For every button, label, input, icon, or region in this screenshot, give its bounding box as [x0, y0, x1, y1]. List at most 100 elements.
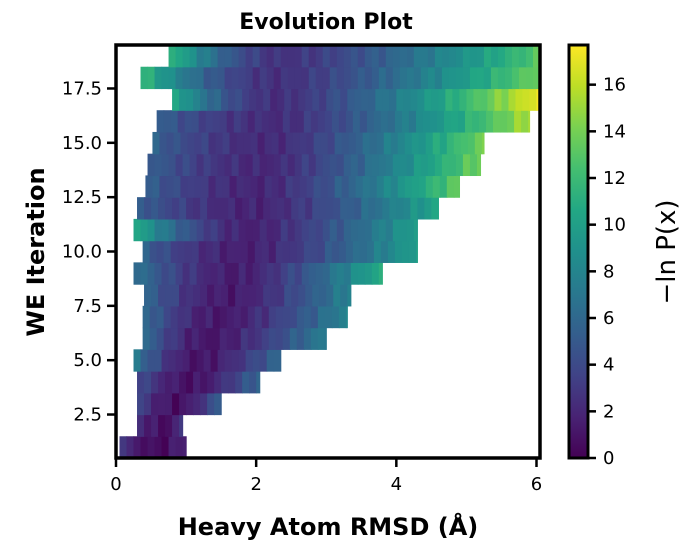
heatmap-cell [182, 45, 191, 68]
heatmap-cell [511, 45, 520, 68]
x-tick-label: 6 [531, 474, 542, 495]
heatmap-cell [301, 218, 310, 242]
heatmap-cell [200, 284, 208, 307]
heatmap-cell [397, 131, 406, 155]
heatmap-cell [415, 240, 418, 263]
heatmap-cell [390, 131, 399, 155]
heatmap-cell [196, 218, 205, 242]
heatmap-cell [231, 218, 240, 242]
heatmap-cell [511, 66, 520, 90]
heatmap-cell [385, 218, 394, 242]
heatmap-cell [266, 349, 275, 372]
heatmap-cell [198, 110, 207, 133]
heatmap-cell [208, 131, 217, 155]
heatmap-cell [163, 327, 172, 350]
heatmap-cell [182, 153, 191, 177]
heatmap-cell [140, 262, 149, 285]
heatmap-cell [532, 66, 541, 90]
heatmap-cell [378, 45, 387, 68]
heatmap-cell [261, 327, 270, 350]
heatmap-cell [380, 110, 389, 133]
heatmap-cell [186, 392, 194, 416]
heatmap-cell [226, 327, 235, 350]
heatmap-cell [207, 392, 215, 416]
heatmap-cell [172, 88, 180, 111]
heatmap-cell [277, 284, 285, 307]
heatmap-cell [266, 262, 275, 285]
y-axis-label: WE Iteration [22, 167, 50, 336]
heatmap-cell [191, 240, 200, 263]
heatmap-cell [364, 45, 373, 68]
heatmap-cell [252, 66, 261, 90]
heatmap-cell [361, 88, 369, 111]
heatmap-cell [158, 284, 166, 307]
heatmap-cell [187, 175, 196, 198]
heatmap-cell [179, 392, 187, 416]
heatmap-cell [515, 88, 524, 111]
heatmap-cell [268, 327, 277, 350]
heatmap-cell [310, 240, 319, 263]
heatmap-cell [453, 131, 462, 155]
heatmap-cell [142, 240, 151, 263]
heatmap-cell [280, 66, 289, 90]
heatmap-cell [368, 88, 376, 111]
heatmap-cell [371, 262, 380, 285]
heatmap-cell [166, 131, 175, 155]
heatmap-cell [191, 305, 200, 329]
heatmap-cell [159, 175, 168, 198]
heatmap-cell [252, 153, 261, 177]
heatmap-cell [308, 45, 317, 68]
heatmap-cell [343, 45, 352, 68]
heatmap-cell [378, 218, 387, 242]
heatmap-cell [177, 240, 186, 263]
heatmap-cell [208, 175, 217, 198]
heatmap-cell [406, 66, 415, 90]
heatmap-cell [214, 88, 222, 111]
heatmap-cell [294, 262, 303, 285]
heatmap-cell [191, 110, 200, 133]
heatmap-cell [341, 131, 350, 155]
heatmap-cell [273, 349, 282, 372]
heatmap-cell [233, 327, 242, 350]
heatmap-cell [399, 218, 408, 242]
heatmap-cell [504, 66, 513, 90]
heatmap-cell [466, 88, 475, 111]
heatmap-cell [448, 66, 457, 90]
heatmap-cell [191, 327, 200, 350]
heatmap-cell [263, 88, 271, 111]
heatmap-cell [193, 88, 201, 111]
heatmap-cell [187, 131, 196, 155]
heatmap-cell [369, 175, 378, 198]
heatmap-cell [189, 349, 198, 372]
heatmap-cell [235, 284, 243, 307]
heatmap-cell [147, 349, 156, 372]
heatmap-cell [338, 240, 347, 263]
heatmap-cell [224, 153, 233, 177]
heatmap-cell [317, 240, 326, 263]
heatmap-cell [507, 110, 515, 133]
heatmap-cell [418, 175, 427, 198]
heatmap-cell [280, 218, 289, 242]
heatmap-cell [451, 110, 459, 133]
heatmap-cell [319, 284, 327, 307]
heatmap-cell [350, 262, 359, 285]
heatmap-cell [151, 284, 159, 307]
heatmap-cell [361, 197, 369, 220]
heatmap-cell [203, 262, 212, 285]
heatmap-cell [161, 349, 170, 372]
heatmap-cell [133, 262, 142, 285]
heatmap-cell [326, 197, 334, 220]
heatmap-cell [424, 197, 432, 220]
heatmap-cell [529, 88, 538, 111]
heatmap-cell [376, 175, 385, 198]
heatmap-cell [387, 240, 396, 263]
heatmap-cell [161, 218, 170, 242]
heatmap-cell [245, 66, 254, 90]
heatmap-cell [249, 371, 257, 394]
heatmap-cell [217, 218, 226, 242]
heatmap-cell [196, 349, 205, 372]
heatmap-cell [161, 262, 170, 285]
colorbar-tick-label: 4 [603, 355, 614, 376]
heatmap-cell [154, 153, 163, 177]
heatmap-cell [170, 305, 179, 329]
